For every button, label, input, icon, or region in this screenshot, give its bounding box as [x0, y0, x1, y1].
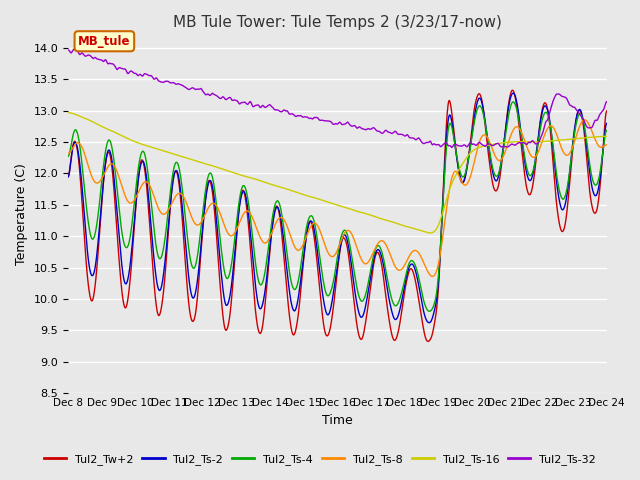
Title: MB Tule Tower: Tule Temps 2 (3/23/17-now): MB Tule Tower: Tule Temps 2 (3/23/17-now… [173, 15, 502, 30]
Y-axis label: Temperature (C): Temperature (C) [15, 163, 28, 265]
Text: MB_tule: MB_tule [78, 35, 131, 48]
Legend: Tul2_Tw+2, Tul2_Ts-2, Tul2_Ts-4, Tul2_Ts-8, Tul2_Ts-16, Tul2_Ts-32: Tul2_Tw+2, Tul2_Ts-2, Tul2_Ts-4, Tul2_Ts… [40, 450, 600, 469]
X-axis label: Time: Time [322, 414, 353, 427]
